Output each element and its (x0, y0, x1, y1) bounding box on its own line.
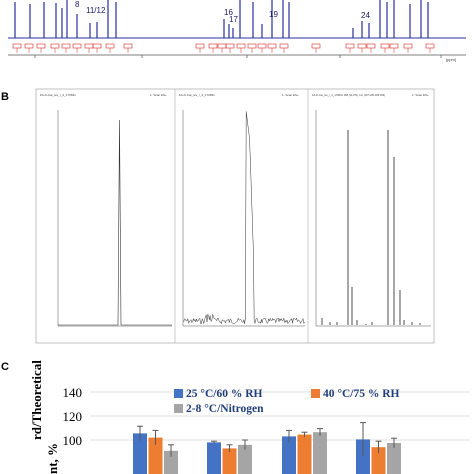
nmr-integral-mark (61, 43, 71, 49)
legend-swatch-2-8c (174, 404, 183, 413)
bar-series3-group1 (164, 450, 178, 474)
ms-pane2-trace (182, 111, 305, 325)
ms-pane3-sticks (321, 130, 421, 325)
nmr-integral-mark (208, 43, 218, 49)
ms-pane2-header-right: 1: Scan ES+ (282, 93, 299, 97)
nmr-integral-mark (105, 43, 115, 49)
nmr-integral-mark (36, 43, 46, 49)
y-axis-label-line2: nt, % (45, 443, 60, 474)
nmr-peak-label-16: 16 (224, 8, 233, 17)
nmr-integral-mark (403, 43, 413, 49)
legend-label-40c: 40 °C/75 % RH (323, 388, 400, 400)
nmr-integral-mark (267, 43, 277, 49)
bar-series1-group2 (207, 442, 221, 474)
y-tick-label-140: 140 (63, 385, 83, 400)
nmr-integral-mark (366, 43, 376, 49)
nmr-integral-mark (247, 43, 257, 49)
nmr-axis-unit: [ppm] (446, 57, 456, 62)
nmr-integral-mark (92, 43, 102, 49)
ms-pane3-header: FA-D-Cat_tev_r_2_170831 188 (11.971) Cm … (312, 93, 385, 97)
nmr-integral-mark (84, 43, 94, 49)
nmr-integral-mark (217, 43, 227, 49)
nmr-peaks (14, 0, 429, 38)
nmr-integral-mark (380, 43, 390, 49)
nmr-integral-mark (425, 43, 435, 49)
nmr-integral-mark (257, 43, 267, 49)
bar-series1-group1 (133, 433, 147, 474)
ms-pane2-header: FA-D-Cat_tev_r_2_170831 (179, 93, 215, 97)
ms-panel: FA-D-Cat_tev_r_2_170831 1: Scan ES+ FA-D… (35, 88, 435, 344)
ms-pane3-header-right: 1: Scan ES+ (412, 93, 429, 97)
nmr-peak-label-17: 17 (229, 15, 238, 24)
nmr-integral-mark (50, 43, 60, 49)
chart-legend: 25 °C/60 % RH 40 °C/75 % RH 2-8 °C/Nitro… (174, 388, 400, 415)
nmr-integral-mark (72, 43, 82, 49)
stability-chart: 140 120 100 rd/Theoretical nt, % 25 °C/6… (0, 360, 474, 474)
nmr-peak-label-19: 19 (269, 10, 278, 19)
bar-series2-group3 (297, 434, 312, 474)
nmr-integral-mark (279, 43, 289, 49)
ms-pane1-header: FA-D-Cat_tev_r_2_170831 (40, 93, 76, 97)
chart-bars (133, 432, 401, 474)
nmr-integral-mark (345, 43, 355, 49)
nmr-peak-label-11-12: 11/12 (86, 6, 106, 15)
y-axis-label-line1: rd/Theoretical (29, 360, 44, 440)
nmr-integral-mark (195, 43, 205, 49)
y-tick-label-120: 120 (63, 409, 83, 424)
y-tick-label-100: 100 (63, 433, 83, 448)
bar-series3-group3 (313, 432, 327, 474)
legend-swatch-25c (174, 389, 183, 398)
bar-series2-group1 (148, 437, 163, 474)
bar-series3-group2 (238, 444, 252, 474)
nmr-panel: 8 11/12 16 17 19 24 [ppm] (8, 0, 466, 62)
nmr-ppm-ticks (34, 55, 442, 58)
nmr-peak-label-8: 8 (75, 0, 80, 9)
nmr-integral-mark (236, 43, 246, 49)
bar-series1-group3 (282, 436, 296, 474)
nmr-integral-mark (24, 43, 34, 49)
nmr-integral-mark (12, 43, 22, 49)
nmr-integral-mark (389, 43, 399, 49)
nmr-integral-mark (225, 43, 235, 49)
bar-series2-group4 (371, 447, 386, 474)
ms-panel-frame (35, 88, 435, 344)
legend-swatch-40c (311, 389, 320, 398)
chart-error-bars (137, 422, 397, 457)
legend-label-25c: 25 °C/60 % RH (186, 388, 263, 400)
ms-pane1-header-right: 1: Scan ES+ (150, 93, 167, 97)
bar-series3-group4 (387, 443, 401, 474)
nmr-peak-label-24: 24 (361, 11, 370, 20)
bar-series2-group2 (222, 448, 237, 474)
ms-pane1-trace (58, 119, 172, 326)
bar-series1-group4 (356, 439, 370, 474)
nmr-integral-mark (123, 43, 133, 49)
legend-label-2-8c: 2-8 °C/Nitrogen (186, 403, 264, 415)
nmr-integral-mark (311, 43, 321, 49)
panel-letter-c: C (1, 361, 9, 373)
nmr-integrals (12, 43, 435, 53)
nmr-integral-mark (357, 43, 367, 49)
panel-letter-b: B (1, 91, 9, 103)
